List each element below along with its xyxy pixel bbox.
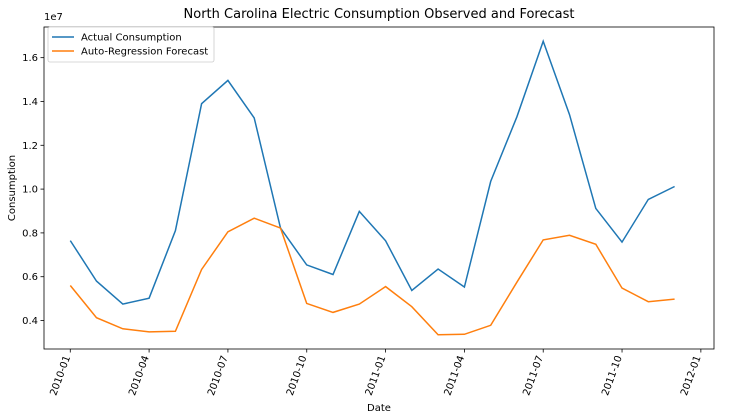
x-tick-label: 2011-10 [600, 354, 625, 397]
series-line-forecast [69, 217, 675, 336]
x-axis: 2010-01 2010-04 2010-07 2010-10 2011-01 2011-… [48, 349, 704, 397]
y-tick-label: 1.4 [22, 97, 38, 108]
x-tick-label: 2010-01 [48, 354, 73, 397]
x-tick-label: 2011-07 [521, 354, 546, 397]
x-tick-label: 2010-07 [206, 354, 231, 397]
y-multiplier-label: 1e7 [44, 12, 63, 23]
legend-label-forecast: Auto-Regression Forecast [81, 47, 208, 58]
x-tick-label: 2011-04 [443, 354, 468, 397]
legend-label-actual: Actual Consumption [81, 33, 182, 44]
x-tick-label: 2012-01 [679, 354, 704, 397]
y-tick-label: 1.6 [22, 53, 38, 64]
x-tick-label: 2010-10 [285, 354, 310, 397]
y-tick-label: 1.2 [22, 141, 38, 152]
x-tick-label: 2010-04 [127, 354, 152, 397]
y-tick-label: 0.8 [22, 228, 38, 239]
y-tick-label: 1.0 [22, 185, 38, 196]
y-tick-label: 0.4 [22, 316, 38, 327]
x-axis-label: Date [367, 403, 391, 414]
plot-lines [69, 38, 675, 336]
x-tick-label: 2011-01 [364, 354, 389, 397]
legend: Actual Consumption Auto-Regression Forec… [47, 26, 215, 63]
y-axis: 0.4 0.6 0.8 1.0 1.2 1.4 1.6 [22, 53, 44, 327]
plot-frame [43, 26, 715, 350]
y-tick-label: 0.6 [22, 272, 38, 283]
chart-title: North Carolina Electric Consumption Obse… [184, 7, 575, 22]
series-line-actual [69, 38, 675, 305]
legend-box [47, 26, 215, 63]
y-axis-label: Consumption [7, 155, 18, 221]
